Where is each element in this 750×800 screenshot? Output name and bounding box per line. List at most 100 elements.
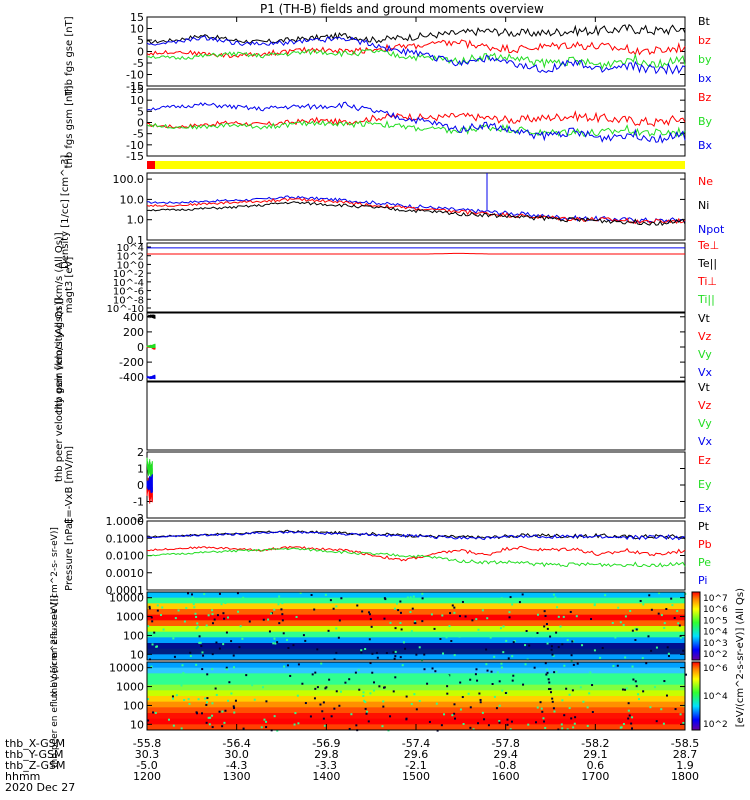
panel11-speckle [330, 715, 333, 718]
panel11-speckle [642, 690, 645, 693]
panel10-speckle [635, 632, 638, 635]
panel10-speckle [666, 646, 669, 649]
panel11-speckle [512, 674, 515, 677]
panel11-speckle [545, 668, 548, 671]
panel11-speckle [321, 710, 324, 713]
panel11-speckle [474, 673, 477, 676]
panel10-speckle [518, 601, 521, 604]
panel11-speckle [364, 707, 367, 710]
panel10-colorbar-tick: 10^5 [703, 616, 728, 626]
ephem-value-0-6: -58.5 [671, 737, 699, 750]
panel11-speckle [333, 707, 336, 710]
panel10-speckle [475, 618, 478, 621]
panel10-speckle [399, 600, 402, 603]
panel11-speckle [522, 683, 525, 686]
panel10-speckle [295, 615, 298, 618]
panel11-band [147, 690, 685, 697]
panel11-speckle [405, 695, 408, 698]
panel2-ytick-label: -15 [126, 150, 144, 163]
panel11-speckle [545, 673, 548, 676]
panel11-speckle [211, 702, 214, 705]
panel10-speckle [614, 636, 617, 639]
panel11-speckle [476, 679, 479, 682]
panel11-speckle [547, 678, 550, 681]
panel11-speckle [662, 722, 665, 725]
panel10-speckle [162, 633, 165, 636]
panel1-series-bz [146, 39, 686, 59]
panel2-ytick-label: -5 [133, 128, 144, 141]
panel10-speckle [409, 596, 412, 599]
legend-vy-e: Vy [698, 417, 712, 430]
panel10-speckle [412, 595, 415, 598]
panel11-speckle [548, 681, 551, 684]
panel10-speckle [337, 636, 340, 639]
panel11-speckle [335, 690, 338, 693]
panel11-speckle [270, 681, 273, 684]
panel10-speckle [543, 625, 546, 628]
panel6-ytick-label: 200 [123, 326, 144, 339]
panel11-speckle [453, 712, 456, 715]
panel10-speckle [192, 603, 195, 606]
panel10-speckle [536, 632, 539, 635]
panel4-ytick-label: 0.1 [127, 234, 145, 247]
panel11-speckle [534, 721, 537, 724]
panel10-speckle [499, 627, 502, 630]
panel11-speckle [200, 712, 203, 715]
panel11-speckle [382, 700, 385, 703]
panel10-speckle [230, 640, 233, 643]
legend-npot: Npot [698, 223, 725, 236]
panel11-speckle [504, 692, 507, 695]
panel10-speckle [302, 634, 305, 637]
panel10-speckle [151, 620, 154, 623]
panel10-speckle [549, 635, 552, 638]
panel10-frame [146, 591, 686, 661]
panel11-speckle [568, 707, 571, 710]
panel10-speckle [360, 651, 363, 654]
panel10-speckle [575, 615, 578, 618]
panel11-speckle [579, 686, 582, 689]
panel11-speckle [188, 702, 191, 705]
panel11-band [147, 684, 685, 691]
panel11-speckle [338, 704, 341, 707]
panel5-ytick-label: 10^-6 [113, 287, 144, 298]
panel11-speckle [373, 689, 376, 692]
panel11-speckle [367, 720, 370, 723]
panel11-speckle [344, 681, 347, 684]
panel11-speckle [500, 662, 503, 665]
panel11-speckle [649, 706, 652, 709]
panel10-speckle [410, 630, 413, 633]
panel10-speckle [493, 655, 496, 658]
panel2-ytick-label: 5 [137, 105, 144, 118]
panel11-speckle [677, 676, 680, 679]
panel8-series-Ey [146, 457, 153, 483]
panel10-speckle [195, 627, 198, 630]
panel10-speckle [430, 613, 433, 616]
panel10-speckle [557, 646, 560, 649]
panel11-speckle [296, 694, 299, 697]
panel11-speckle [563, 664, 566, 667]
panel9-ytick-label: 0.0010 [106, 567, 145, 580]
legend-vx-e: Vx [698, 435, 713, 448]
panel10-speckle [464, 615, 467, 618]
panel10-speckle [274, 642, 277, 645]
panel10-speckle [196, 625, 199, 628]
panel10-speckle [414, 622, 417, 625]
panel2-series-By [146, 119, 686, 138]
panel11-speckle [297, 722, 300, 725]
panel11-speckle [469, 726, 472, 729]
panel11-speckle [524, 663, 527, 666]
panel11-speckle [451, 714, 454, 717]
panel11-speckle [147, 698, 150, 701]
panel11-speckle [147, 719, 150, 722]
panel11-speckle [304, 702, 307, 705]
panel11-band [147, 713, 685, 720]
panel6-frame [146, 312, 686, 382]
panel11-speckle [180, 684, 183, 687]
panel10-speckle [177, 609, 180, 612]
ephem-value-0-4: -57.8 [491, 737, 519, 750]
panel11-speckle [418, 700, 421, 703]
panel10-speckle [471, 619, 474, 622]
panel10-speckle [641, 598, 644, 601]
panel10-speckle [191, 596, 194, 599]
panel10-speckle [313, 608, 316, 611]
